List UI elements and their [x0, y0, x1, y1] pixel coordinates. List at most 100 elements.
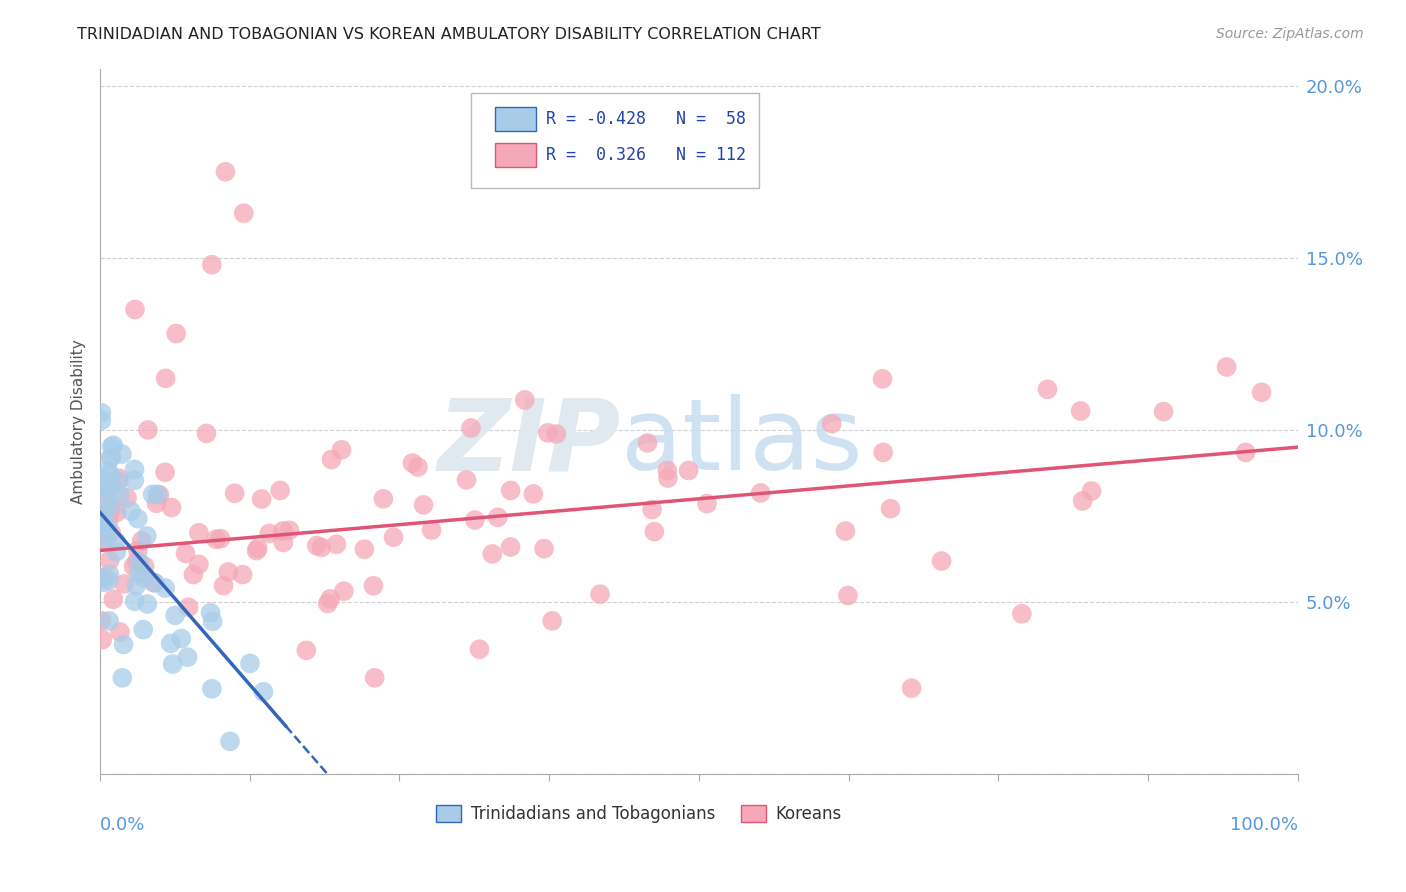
Point — [460, 421, 482, 435]
Point — [136, 597, 159, 611]
Text: atlas: atlas — [621, 394, 863, 491]
Point — [135, 529, 157, 543]
Point — [98, 467, 121, 482]
Point — [148, 488, 170, 502]
Point — [1215, 359, 1237, 374]
Point — [98, 567, 121, 582]
Point — [214, 165, 236, 179]
Point — [401, 456, 423, 470]
Point — [125, 554, 148, 568]
Point — [97, 574, 120, 588]
Point — [125, 578, 148, 592]
Point — [200, 606, 222, 620]
Point — [513, 392, 536, 407]
Point — [93, 504, 115, 518]
Point — [1036, 382, 1059, 396]
Point — [91, 519, 114, 533]
Point — [643, 524, 665, 539]
Point — [201, 681, 224, 696]
Point — [250, 491, 273, 506]
Point — [93, 516, 115, 530]
Point — [90, 614, 112, 628]
Text: 100.0%: 100.0% — [1229, 815, 1298, 833]
Legend: Trinidadians and Tobagonians, Koreans: Trinidadians and Tobagonians, Koreans — [429, 797, 848, 830]
Point — [333, 584, 356, 599]
Point — [499, 540, 522, 554]
Point — [931, 554, 953, 568]
Point — [486, 510, 509, 524]
Point — [373, 491, 395, 506]
Point — [224, 486, 246, 500]
Point — [132, 623, 155, 637]
Point — [246, 541, 269, 556]
Point — [464, 513, 486, 527]
Point — [205, 533, 228, 547]
Text: R = -0.428   N =  58: R = -0.428 N = 58 — [546, 111, 745, 128]
Point — [1070, 404, 1092, 418]
Point — [252, 685, 274, 699]
Point — [124, 594, 146, 608]
Point — [821, 417, 844, 431]
Point — [212, 579, 235, 593]
Point — [1080, 483, 1102, 498]
Point — [90, 479, 112, 493]
Point — [98, 553, 121, 567]
Point — [499, 483, 522, 498]
Point — [145, 496, 167, 510]
Point — [1071, 494, 1094, 508]
Point — [155, 371, 177, 385]
Point — [98, 482, 121, 496]
Text: R =  0.326   N = 112: R = 0.326 N = 112 — [546, 145, 745, 163]
Point — [879, 501, 901, 516]
Point — [174, 546, 197, 560]
Point — [420, 523, 443, 537]
Point — [108, 488, 131, 502]
Point — [97, 513, 120, 527]
Point — [142, 575, 165, 590]
Point — [96, 524, 118, 538]
Point — [273, 535, 295, 549]
Point — [124, 462, 146, 476]
Point — [456, 473, 478, 487]
Point — [872, 445, 894, 459]
Point — [103, 438, 125, 452]
Point — [143, 576, 166, 591]
Point — [1234, 445, 1257, 459]
FancyBboxPatch shape — [495, 143, 536, 167]
Point — [98, 614, 121, 628]
Point — [187, 558, 209, 572]
Point — [295, 643, 318, 657]
Point — [353, 542, 375, 557]
Point — [363, 671, 385, 685]
Point — [153, 581, 176, 595]
Point — [239, 657, 262, 671]
Point — [900, 681, 922, 695]
Point — [90, 572, 112, 586]
Point — [124, 302, 146, 317]
Point — [96, 491, 118, 505]
Point — [217, 565, 239, 579]
Point — [363, 579, 385, 593]
FancyBboxPatch shape — [495, 107, 536, 131]
Point — [589, 587, 612, 601]
Point — [128, 566, 150, 581]
Point — [319, 591, 342, 606]
Point — [90, 524, 112, 539]
Point — [100, 500, 122, 514]
Point — [105, 544, 128, 558]
Point — [1011, 607, 1033, 621]
Point — [209, 532, 232, 546]
Point — [100, 450, 122, 465]
Point — [533, 541, 555, 556]
Point — [153, 465, 176, 479]
Point — [311, 541, 333, 555]
Point — [183, 567, 205, 582]
Point — [412, 498, 434, 512]
Point — [93, 575, 115, 590]
Point — [90, 413, 112, 427]
Point — [834, 524, 856, 538]
Point — [177, 600, 200, 615]
Point — [105, 505, 128, 519]
Point — [641, 502, 664, 516]
Point — [107, 475, 129, 489]
